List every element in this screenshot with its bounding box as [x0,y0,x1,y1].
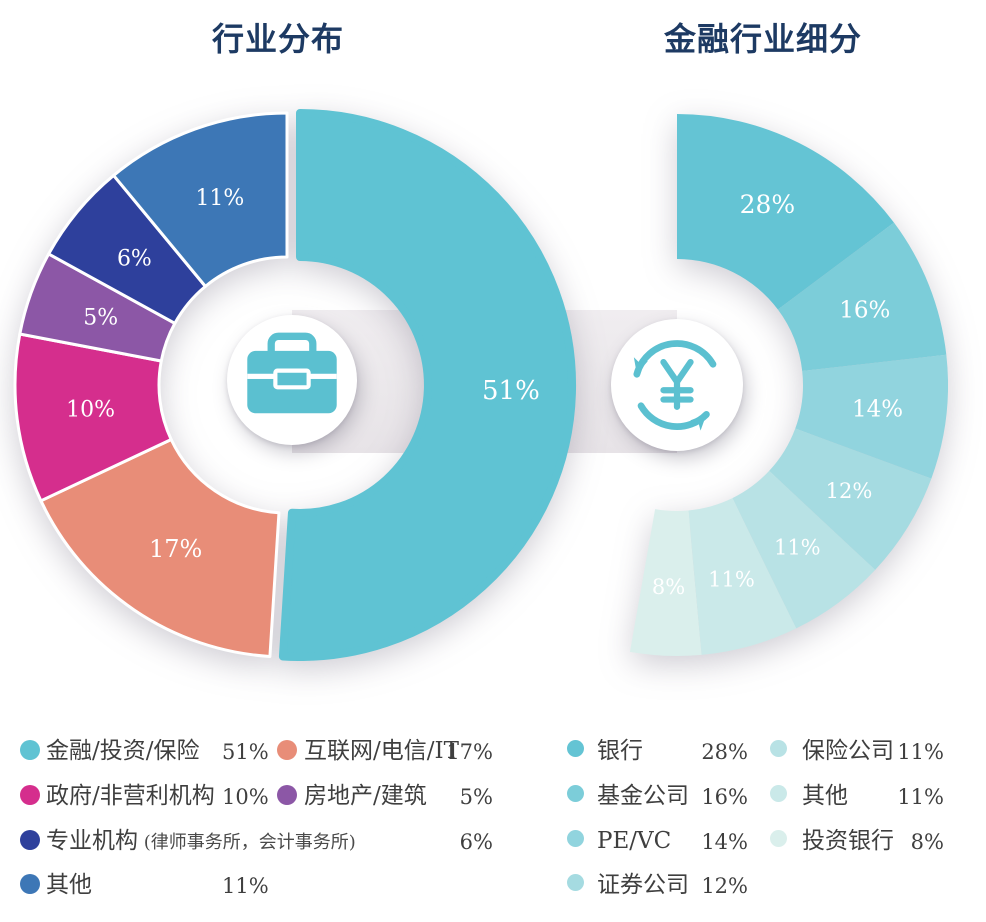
pie-slice [677,114,894,310]
pie-slice [777,222,947,371]
slice-label: 17% [149,535,202,563]
yuan-refresh-icon [633,340,717,431]
pie-slice [769,428,932,570]
pie-slice [795,354,948,479]
slice-label: 10% [66,397,115,422]
briefcase-icon [247,332,337,414]
slice-label: 16% [839,298,890,324]
slice-label: 12% [826,479,873,503]
pie-slice [629,509,702,656]
left-center-badge [227,315,357,445]
pie-slice [688,498,797,655]
slice-label: 6% [117,246,152,271]
slice-label: 51% [482,376,540,406]
slice-label: 14% [852,396,903,422]
slice-label: 5% [83,305,118,330]
industry-distribution-pie: 51% 17% 10% 5% 6% 11% [13,109,577,661]
slice-label: 8% [652,575,685,599]
pie-slice [732,470,876,629]
slice-label: 11% [708,568,755,592]
right-chart-title: 金融行业细分 [663,20,862,58]
left-chart-title: 行业分布 [211,20,344,58]
pie-slice [39,438,281,658]
slice-label: 28% [740,190,796,219]
right-center-badge [611,319,743,451]
finance-breakdown-pie: 28% 16% 14% 12% 11% 11% 8% [629,114,948,656]
pie-slice [112,111,289,288]
slice-label: 11% [774,535,821,559]
pie-slice [278,109,577,661]
slice-label: 11% [195,186,244,211]
